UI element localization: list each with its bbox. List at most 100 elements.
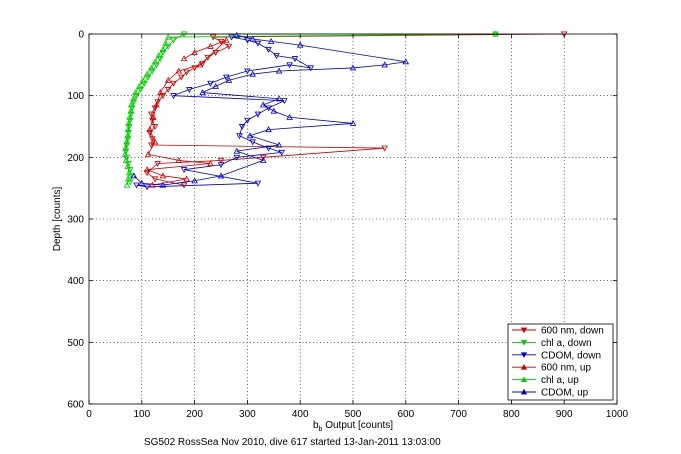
data-point xyxy=(286,62,293,69)
data-point xyxy=(207,80,214,87)
legend-entry-label: 600 nm, down xyxy=(541,326,604,337)
x-tick-label: 300 xyxy=(239,409,256,420)
data-point xyxy=(180,167,188,174)
data-point xyxy=(212,82,219,89)
data-point xyxy=(151,176,159,183)
data-point xyxy=(144,150,152,157)
x-tick-label: 400 xyxy=(292,409,309,420)
series-5 xyxy=(130,31,410,188)
series-line xyxy=(146,39,227,186)
data-point xyxy=(143,170,151,177)
data-point xyxy=(275,141,283,148)
legend-entry-label: chl a, down xyxy=(541,338,592,349)
data-point xyxy=(149,117,156,124)
x-tick-label: 800 xyxy=(503,409,520,420)
data-point xyxy=(349,119,357,126)
data-point xyxy=(402,58,410,65)
data-point xyxy=(225,76,233,83)
data-point xyxy=(143,166,151,173)
y-tick-label: 0 xyxy=(78,30,84,41)
legend-marker xyxy=(520,352,528,359)
data-series xyxy=(121,30,568,191)
data-point xyxy=(191,177,198,184)
data-point xyxy=(164,33,172,40)
data-point xyxy=(223,36,230,43)
data-point xyxy=(246,132,254,139)
data-point xyxy=(281,98,288,105)
data-point xyxy=(275,95,283,102)
data-point xyxy=(138,179,146,186)
data-point xyxy=(199,89,206,96)
data-point xyxy=(122,156,130,163)
data-point xyxy=(265,46,272,53)
data-point xyxy=(148,111,155,118)
series-line xyxy=(133,34,406,186)
legend-box xyxy=(507,323,614,401)
data-point xyxy=(150,113,157,120)
data-point xyxy=(130,172,138,179)
x-tick-label: 600 xyxy=(397,409,414,420)
data-point xyxy=(157,89,164,96)
data-point xyxy=(291,56,299,63)
legend-entry-label: CDOM, down xyxy=(541,350,601,361)
data-point xyxy=(249,70,256,77)
data-point xyxy=(249,35,256,42)
data-point xyxy=(265,105,272,112)
y-tick-label: 400 xyxy=(67,276,84,287)
y-tick-label: 100 xyxy=(67,91,84,102)
data-point xyxy=(265,126,272,133)
data-point xyxy=(186,87,193,93)
y-tick-label: 500 xyxy=(67,338,84,349)
data-point xyxy=(265,145,272,152)
series-line xyxy=(124,33,496,186)
legend-marker xyxy=(520,327,528,334)
data-point xyxy=(151,124,159,130)
series-line xyxy=(136,36,311,188)
data-point xyxy=(286,113,293,120)
data-point xyxy=(381,145,388,152)
x-tick-label: 700 xyxy=(450,409,467,420)
data-point xyxy=(254,111,262,118)
data-point xyxy=(233,147,241,154)
data-point xyxy=(259,101,267,108)
y-tick-label: 200 xyxy=(67,153,84,164)
data-point xyxy=(175,67,183,74)
data-point xyxy=(233,154,241,161)
series-3 xyxy=(143,36,230,188)
data-point xyxy=(164,43,172,50)
figure-caption: SG502 RossSea Nov 2010, dive 617 started… xyxy=(144,437,441,448)
x-axis-label-main: b xyxy=(313,420,319,431)
data-point xyxy=(159,45,167,52)
data-point xyxy=(146,126,153,133)
data-point xyxy=(159,172,167,179)
data-point xyxy=(249,139,256,146)
x-axis-label: bb Output [counts] xyxy=(313,420,393,433)
data-point xyxy=(178,74,185,81)
data-point xyxy=(144,74,152,81)
data-point xyxy=(135,82,143,89)
data-point xyxy=(191,49,198,55)
data-point xyxy=(175,156,183,163)
data-point xyxy=(225,43,233,50)
data-point xyxy=(159,50,167,56)
data-point xyxy=(254,40,262,47)
data-point xyxy=(133,93,140,100)
data-point xyxy=(154,161,161,167)
data-point xyxy=(164,76,172,83)
data-point xyxy=(153,101,160,108)
data-point xyxy=(296,41,304,48)
data-point xyxy=(254,180,262,187)
data-point xyxy=(259,156,267,163)
legend-marker xyxy=(520,388,528,395)
data-point xyxy=(236,133,243,140)
data-point xyxy=(233,31,241,38)
data-point xyxy=(349,64,357,71)
data-point xyxy=(127,107,134,114)
x-axis-label-subscript: b xyxy=(319,426,323,433)
data-point xyxy=(148,64,155,71)
series-4 xyxy=(121,30,499,188)
data-point xyxy=(381,61,388,68)
data-point xyxy=(183,175,190,182)
